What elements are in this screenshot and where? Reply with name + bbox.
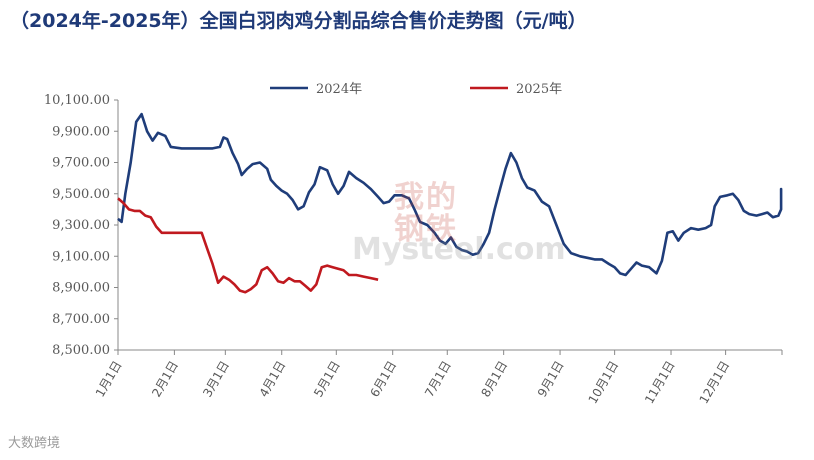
watermark-logo-line2: 钢铁 [394,212,458,247]
y-tick-label: 9,500.00 [52,187,110,202]
series-line-1 [117,112,783,277]
y-tick-label: 8,500.00 [52,343,110,358]
x-tick-label: 1月1日 [93,359,125,400]
y-tick-label: 8,700.00 [52,312,110,327]
x-tick-label: 7月1日 [422,359,454,400]
y-tick-label: 9,900.00 [52,124,110,139]
x-tick-label: 2月1日 [149,359,181,400]
x-tick-label: 5月1日 [311,359,343,400]
x-tick-label: 10月1日 [586,359,622,407]
x-tick-label: 12月1日 [697,359,733,407]
source-watermark: 大数跨境 [8,436,61,451]
x-tick-label: 3月1日 [200,359,232,400]
legend: 2024年 2025年 [270,82,562,97]
legend-label-1: 2024年 [316,82,362,97]
watermark-logo-line1: 我的 [394,180,458,215]
series-layer [117,112,783,294]
series-line-2 [117,197,379,294]
watermark-mysteel: Mysteel.com [352,232,566,267]
x-tick-label: 6月1日 [368,359,400,400]
legend-label-2: 2025年 [516,82,562,97]
axes [114,99,783,355]
y-tick-label: 9,300.00 [52,218,110,233]
y-tick-label: 10,100.00 [44,93,110,108]
chart-title: （2024年-2025年）全国白羽肉鸡分割品综合售价走势图（元/吨） [10,10,587,32]
x-tick-label: 9月1日 [535,359,567,400]
x-tick-label: 11月1日 [642,359,678,407]
x-tick-label: 8月1日 [478,359,510,400]
y-tick-label: 8,900.00 [52,281,110,296]
y-tick-label: 9,100.00 [52,249,110,264]
y-tick-label: 9,700.00 [52,156,110,171]
x-tick-label: 4月1日 [257,359,289,400]
